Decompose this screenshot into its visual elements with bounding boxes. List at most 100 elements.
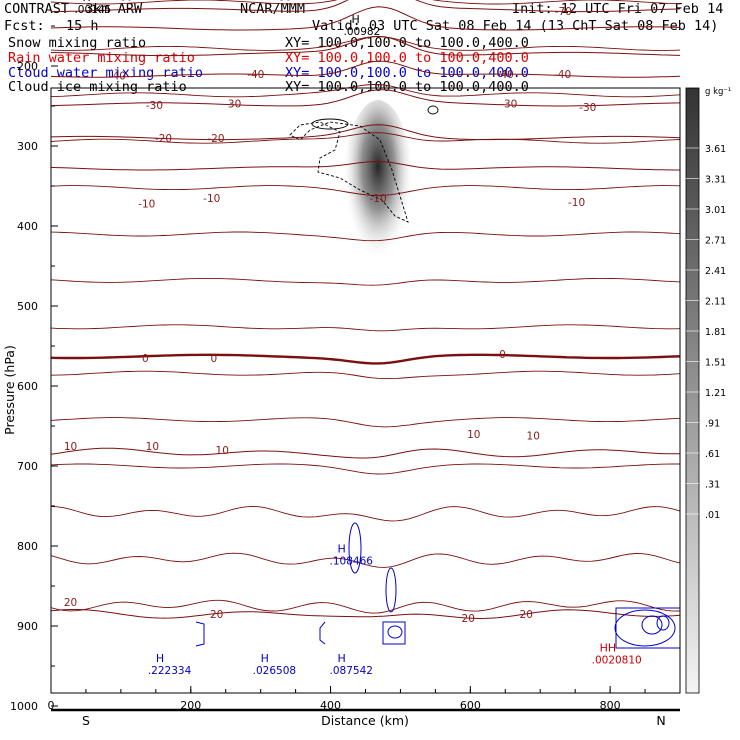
x-axis-label: Distance (km) bbox=[321, 713, 409, 728]
cloud-ice-outline bbox=[289, 121, 409, 223]
extremum-mark: H bbox=[156, 652, 164, 665]
colorbar-label: 3.61 bbox=[705, 144, 726, 155]
contour-label: 10 bbox=[216, 445, 229, 457]
contour-label: 0 bbox=[499, 349, 506, 361]
contour-labels: -84.36-80-84.89-80-70.23-87.01-86.13-83.… bbox=[64, 0, 596, 625]
isotherm-line bbox=[50, 463, 680, 475]
y-tick-label: 600 bbox=[17, 380, 38, 393]
cloud-water-contour bbox=[656, 615, 670, 631]
cloud-water-contour bbox=[614, 609, 676, 647]
extremum-mark: H bbox=[82, 0, 90, 4]
y-tick-label: 900 bbox=[17, 620, 38, 633]
x-tick-label: 600 bbox=[460, 699, 481, 712]
cloud-water-contours bbox=[195, 522, 681, 649]
isotherm-0 bbox=[50, 353, 681, 365]
y-tick-label: 500 bbox=[17, 300, 38, 313]
y-axis-ticks: 1002003004005006007008009001000 bbox=[10, 25, 58, 713]
contour-label: -40 bbox=[497, 69, 514, 81]
isotherm-line bbox=[50, 370, 681, 380]
y-tick-label: 200 bbox=[17, 60, 38, 73]
isotherm-line bbox=[50, 185, 681, 196]
x-axis-start-label: S bbox=[82, 713, 90, 728]
header-org: NCAR/MMM bbox=[240, 1, 306, 17]
cloud-water-contour bbox=[195, 621, 205, 647]
colorbar-unit: g kg⁻¹ bbox=[705, 87, 731, 97]
colorbar-ticks: 3.61 3.31 3.01 2.71 2.41 2.11 1.81 1.51 1.21 .91.… bbox=[686, 144, 726, 521]
cloud-water-contour bbox=[385, 567, 397, 613]
x-axis-end-label: N bbox=[656, 713, 665, 728]
isotherm-line bbox=[50, 36, 681, 51]
y-tick-label: 400 bbox=[17, 220, 38, 233]
contour-label: 20 bbox=[210, 609, 223, 621]
extremum-value: .108466 bbox=[330, 555, 374, 567]
contour-label: -30 bbox=[224, 99, 241, 111]
header-valid: Valid: 03 UTC Sat 08 Feb 14 (13 ChT Sat … bbox=[312, 18, 719, 34]
colorbar-label: 1.81 bbox=[705, 327, 726, 338]
contour-label: -40 bbox=[247, 69, 264, 81]
header-init: Init: 12 UTC Fri 07 Feb 14 bbox=[512, 1, 724, 17]
y-tick-label: 300 bbox=[17, 140, 38, 153]
contour-label: 10 bbox=[467, 429, 480, 441]
colorbar-label: 2.71 bbox=[705, 236, 726, 247]
y-tick-label: 800 bbox=[17, 540, 38, 553]
contour-label: -20 bbox=[207, 133, 224, 145]
isotherm--70 bbox=[50, 0, 681, 13]
cloud-water-contour bbox=[382, 621, 406, 645]
temperature-contours bbox=[50, 0, 681, 712]
contour-label: -40 bbox=[109, 71, 126, 83]
isotherm-10 bbox=[50, 447, 681, 459]
cloud-water-contour bbox=[387, 625, 403, 639]
extremum-mark: H bbox=[352, 13, 360, 26]
extremum-value: .0020810 bbox=[592, 655, 642, 667]
contour-label: -80 bbox=[274, 0, 291, 3]
colorbar-label: 3.01 bbox=[705, 205, 726, 216]
contour-label: -30 bbox=[500, 99, 517, 111]
colorbar-label: 1.21 bbox=[705, 388, 726, 399]
contour-label: 10 bbox=[64, 441, 77, 453]
contour-label: -80 bbox=[116, 0, 133, 3]
isotherm--20 bbox=[50, 124, 681, 141]
contour-label: -10 bbox=[370, 193, 387, 205]
extremum-value: .026508 bbox=[253, 665, 296, 677]
extremum-mark: H bbox=[338, 652, 346, 665]
cloud-ice-cell bbox=[427, 105, 439, 115]
y-tick-label: 700 bbox=[17, 460, 38, 473]
colorbar-label: .61 bbox=[705, 449, 720, 460]
header-fcst-label: Fcst: bbox=[4, 18, 45, 34]
x-tick-label: 200 bbox=[180, 699, 201, 712]
contour-label: 20 bbox=[64, 597, 77, 609]
contour-label: 10 bbox=[146, 441, 159, 453]
contour-label: 20 bbox=[520, 609, 533, 621]
extremum-value: .087542 bbox=[330, 665, 373, 677]
header-model: CONTRAST 3km ARW bbox=[4, 1, 143, 17]
isotherm-20 bbox=[50, 609, 681, 620]
contour-label: -40 bbox=[554, 69, 571, 81]
extremum-mark: H bbox=[261, 652, 269, 665]
isotherm-line bbox=[50, 231, 681, 242]
field-cloudice-name: Cloud ice mixing ratio bbox=[8, 79, 187, 95]
isotherm-line bbox=[50, 552, 681, 568]
contour-label: 0 bbox=[210, 353, 217, 365]
cloud-ice-cell bbox=[311, 118, 349, 130]
contour-label: -10 bbox=[568, 197, 585, 209]
isotherm--50 bbox=[50, 35, 681, 57]
x-tick-label: 400 bbox=[320, 699, 341, 712]
extremum-value: .00982 bbox=[344, 26, 381, 38]
extremum-value: .00145 bbox=[74, 4, 111, 16]
x-tick-label: 800 bbox=[600, 699, 621, 712]
extremum-mark: H bbox=[338, 542, 346, 555]
contour-label: -30 bbox=[146, 100, 163, 112]
field-cloudice-xy: XY= 100.0,100.0 to 100.0,400.0 bbox=[285, 79, 529, 95]
isotherm-line bbox=[50, 417, 681, 428]
contour-label: 0 bbox=[142, 353, 149, 365]
y-axis-label: Pressure (hPa) bbox=[2, 345, 17, 435]
field-cloudwater-xy: XY= 100.0,100.0 to 100.0,400.0 bbox=[285, 65, 529, 81]
contour-label: -30 bbox=[579, 102, 596, 114]
isotherm--60 bbox=[50, 6, 681, 31]
isotherm-line bbox=[50, 324, 681, 332]
cloud-ice-contour bbox=[289, 105, 439, 223]
extremum-mark: HH bbox=[600, 642, 617, 655]
colorbar-label: .01 bbox=[705, 510, 720, 521]
